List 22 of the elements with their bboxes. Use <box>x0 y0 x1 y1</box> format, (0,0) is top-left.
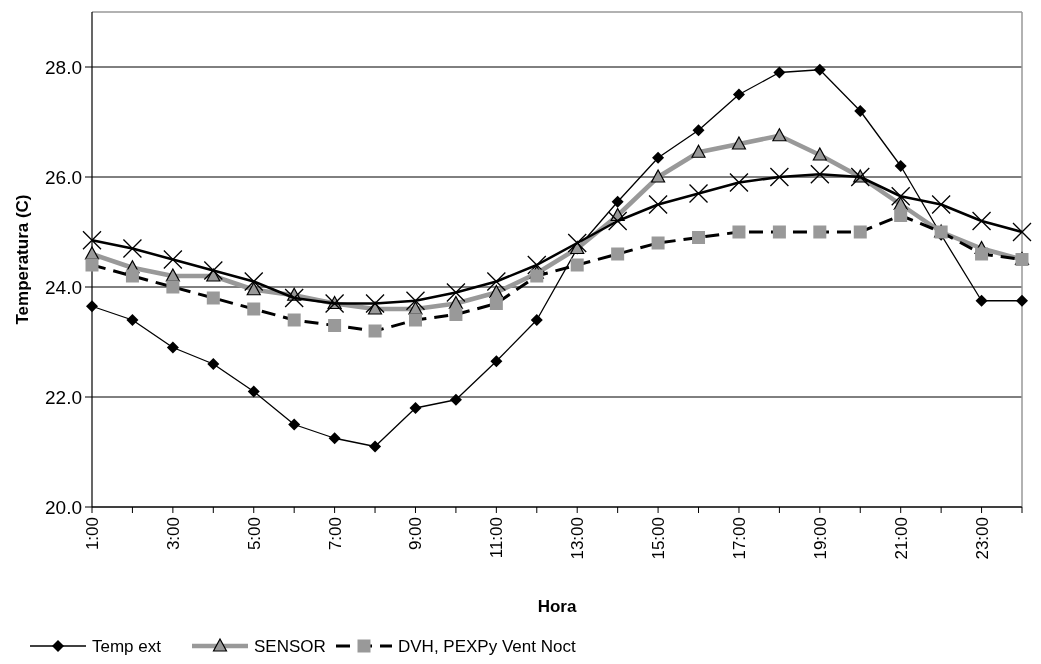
y-tick-label: 28.0 <box>45 56 82 78</box>
x-tick-label: 21:00 <box>891 517 911 560</box>
x-tick-label: 3:00 <box>163 517 183 551</box>
x-tick-label: 7:00 <box>325 517 345 551</box>
x-tick-label: 13:00 <box>568 517 588 560</box>
x-tick-label: 1:00 <box>83 517 102 551</box>
x-tick-label: 15:00 <box>649 517 669 560</box>
y-axis-title: Temperatura (C) <box>13 194 32 325</box>
legend-label: Temp ext <box>92 637 162 656</box>
x-tick-label: 19:00 <box>810 517 830 560</box>
x-tick-label: 17:00 <box>729 517 749 560</box>
x-tick-label: 23:00 <box>972 517 992 560</box>
x-tick-label: 11:00 <box>487 517 507 559</box>
y-tick-label: 26.0 <box>45 166 82 188</box>
x-axis-title: Hora <box>537 597 577 616</box>
y-tick-label: 22.0 <box>45 386 82 408</box>
y-tick-label: 24.0 <box>45 276 82 298</box>
y-tick-label: 20.0 <box>45 496 82 518</box>
x-tick-label: 5:00 <box>244 517 264 551</box>
legend-label: DVH, PEXPy Vent Noct <box>398 637 576 656</box>
x-tick-label: 9:00 <box>406 517 426 551</box>
legend-label: SENSOR <box>254 637 326 656</box>
